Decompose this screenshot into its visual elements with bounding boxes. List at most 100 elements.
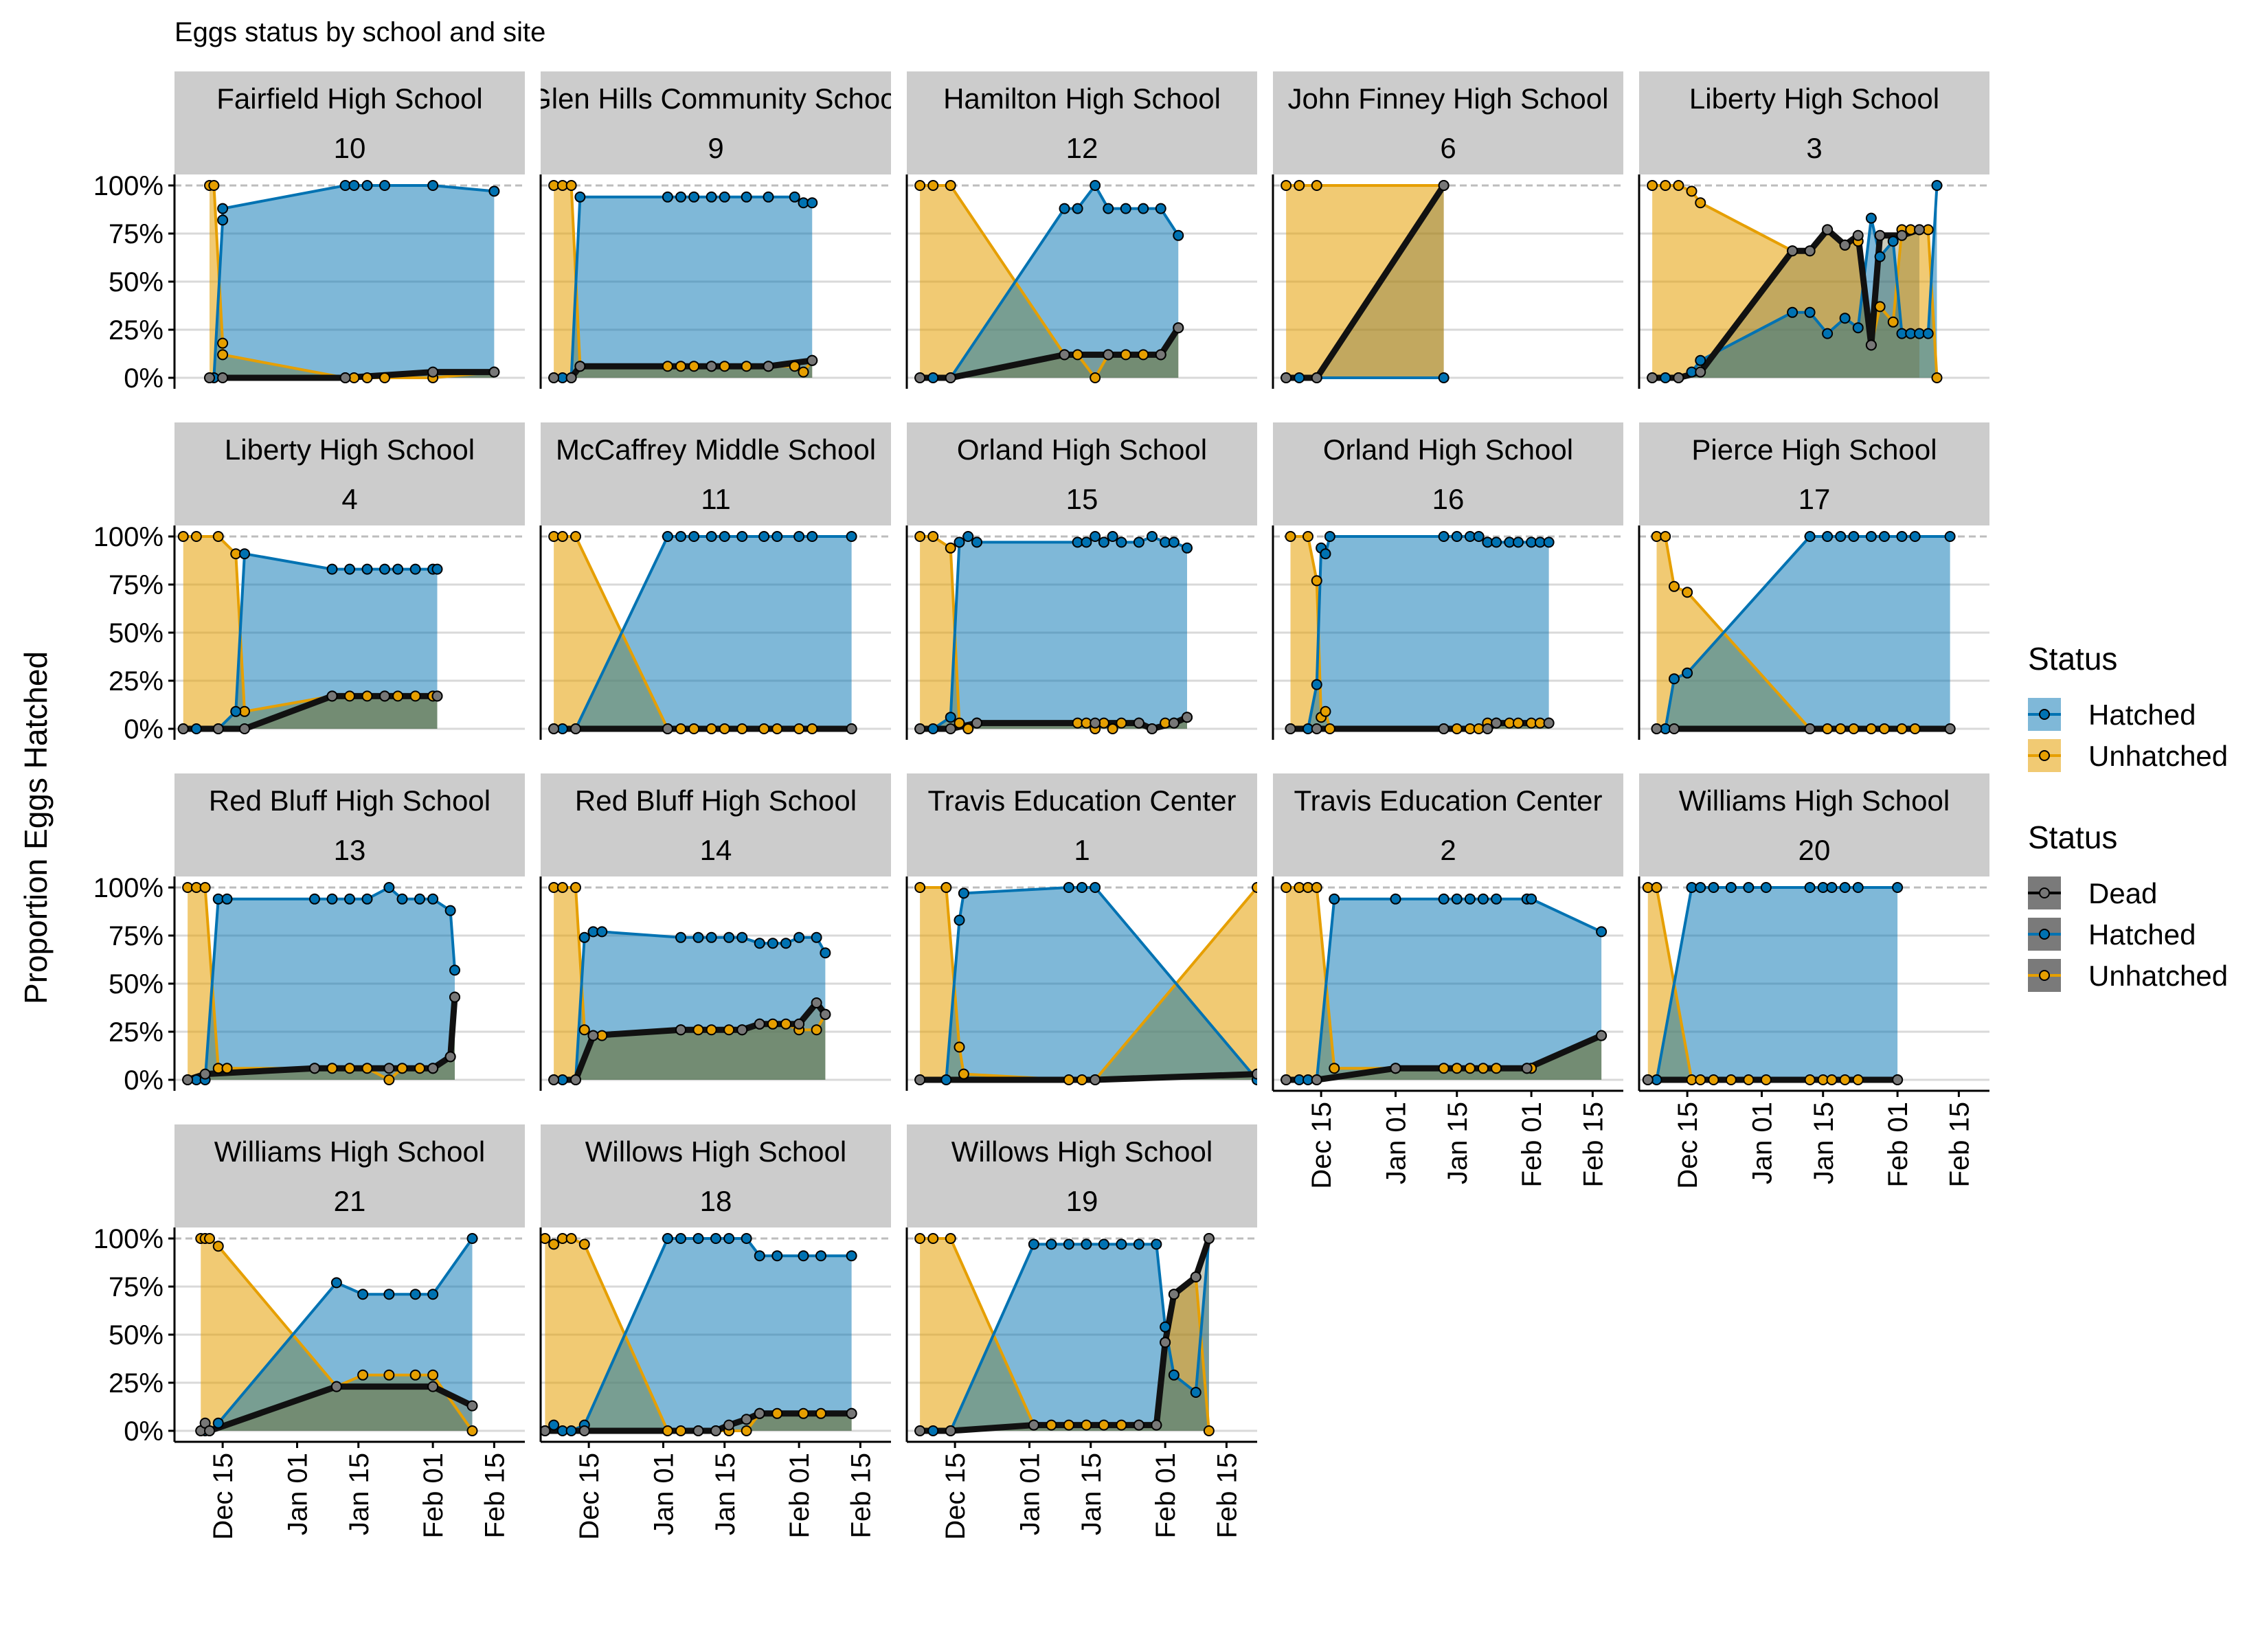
hatched-point <box>1944 531 1956 542</box>
facet-plot-area <box>177 531 443 734</box>
hatched-point <box>596 926 608 938</box>
facet-site-label: 12 <box>1066 132 1098 164</box>
dead-point <box>1669 723 1680 734</box>
x-tick-label: Feb 01 <box>785 1453 815 1539</box>
hatched-point <box>1879 531 1890 542</box>
facet-strip <box>541 1124 891 1227</box>
dead-point <box>1521 1063 1533 1074</box>
hatched-point <box>1822 531 1834 542</box>
hatched-point <box>578 931 590 943</box>
dead-point <box>675 1024 686 1036</box>
dead-point <box>1438 723 1450 734</box>
unhatched-point <box>1090 372 1101 383</box>
dead-point <box>565 372 577 383</box>
hatched-area <box>920 536 1187 729</box>
dead-point <box>662 723 673 734</box>
unhatched-point <box>1107 723 1118 734</box>
y-axis-title: Proportion Eggs Hatched <box>18 651 54 1004</box>
unhatched-point <box>719 723 730 734</box>
unhatched-point <box>1822 723 1834 734</box>
unhatched-point <box>1203 1425 1215 1436</box>
unhatched-point <box>1673 180 1684 191</box>
hatched-point <box>1852 882 1864 893</box>
y-tick-label: 100% <box>93 522 163 552</box>
unhatched-point <box>798 366 809 378</box>
dead-point <box>449 991 460 1003</box>
unhatched-point <box>945 1233 956 1244</box>
unhatched-point <box>1909 723 1921 734</box>
hatched-point <box>962 531 974 542</box>
dead-area <box>201 1386 473 1431</box>
hatched-point <box>1120 203 1131 214</box>
hatched-area <box>210 185 495 378</box>
hatched-point <box>1543 536 1555 548</box>
facet-strip <box>1639 71 1989 174</box>
hatched-point <box>1491 893 1502 905</box>
facet-strip <box>1639 422 1989 525</box>
unhatched-point <box>361 690 373 702</box>
unhatched-point <box>578 1238 590 1250</box>
hatched-area <box>545 1238 852 1431</box>
hatched-point <box>361 180 373 191</box>
hatched-point <box>1887 236 1899 247</box>
dead-point <box>1822 224 1834 236</box>
dead-point <box>807 354 818 366</box>
facet-strip <box>541 71 891 174</box>
dead-area <box>1652 229 1919 378</box>
dead-point <box>793 1018 805 1030</box>
dead-point <box>1059 349 1070 361</box>
y-tick-label: 25% <box>109 666 163 697</box>
hatched-point <box>820 947 831 959</box>
facet-panel: Liberty High School 3 <box>1638 71 1989 389</box>
hatched-point <box>754 1250 765 1262</box>
facet-school-label: Williams High School <box>1679 784 1950 817</box>
facet-strip <box>174 71 525 174</box>
hatched-point <box>688 531 700 542</box>
dead-point <box>182 1074 194 1085</box>
y-tick-label: 75% <box>109 1272 163 1302</box>
hatched-point <box>763 191 774 203</box>
dead-point <box>427 366 439 378</box>
unhatched-point <box>927 180 939 191</box>
unhatched-point <box>570 882 581 893</box>
x-tick-label: Jan 01 <box>1015 1453 1046 1535</box>
hatched-point <box>736 531 748 542</box>
x-tick-label: Feb 01 <box>1151 1453 1181 1539</box>
hatched-point <box>383 1289 395 1300</box>
facet-school-label: Travis Education Center <box>928 784 1237 817</box>
unhatched-point <box>945 180 956 191</box>
hatched-point <box>1155 203 1166 214</box>
dead-point <box>548 372 560 383</box>
unhatched-point <box>1098 1419 1109 1431</box>
unhatched-point <box>1252 882 1257 893</box>
hatched-point <box>1107 531 1118 542</box>
hatched-area <box>920 1238 1209 1431</box>
unhatched-point <box>361 1063 373 1074</box>
dead-point <box>1190 1271 1202 1282</box>
hatched-point <box>710 1233 721 1244</box>
unhatched-point <box>199 882 211 893</box>
facet-school-label: Travis Education Center <box>1294 784 1603 817</box>
facet-panel: Red Bluff High School 14 <box>539 773 891 1091</box>
y-tick-label: 25% <box>109 1368 163 1399</box>
hatched-point <box>1138 203 1149 214</box>
hatched-area <box>1647 887 1898 1080</box>
x-tick-label: Feb 01 <box>418 1453 449 1539</box>
dead-point <box>199 1068 211 1080</box>
unhatched-point <box>1695 1074 1706 1085</box>
unhatched-point <box>1725 1074 1737 1085</box>
hatched-point <box>793 931 805 943</box>
hatched-point <box>1168 536 1180 548</box>
legend-entry: Dead <box>2028 876 2157 909</box>
dead-point <box>1090 717 1101 729</box>
hatched-point <box>309 893 320 905</box>
dead-area <box>554 1003 826 1080</box>
dead-point <box>1596 1030 1608 1041</box>
x-tick-label: Jan 15 <box>710 1453 741 1535</box>
hatched-point <box>1116 1238 1127 1250</box>
facet-plot-area <box>548 882 831 1085</box>
legend-title: Status <box>2028 819 2117 855</box>
unhatched-point <box>409 690 421 702</box>
unhatched-point <box>1848 723 1860 734</box>
